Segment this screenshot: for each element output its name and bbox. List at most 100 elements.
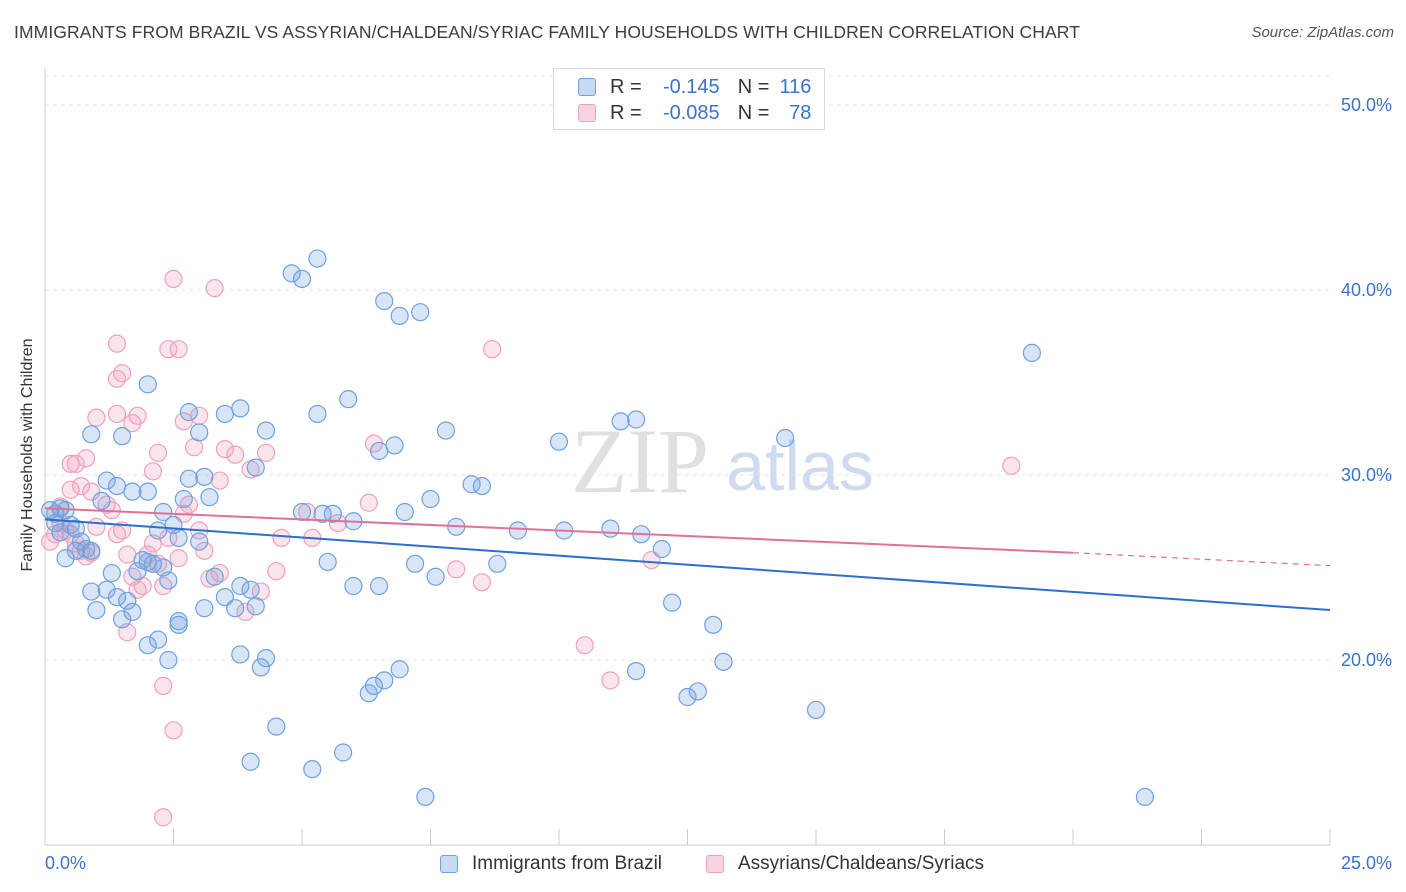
assyrian-point [143,462,163,481]
assyrian-point [87,408,106,427]
y-tick-label: 50.0% [1341,95,1392,115]
brazil-point [375,671,394,690]
assyrian-point [112,364,132,383]
assyrian-point [236,602,255,622]
assyrian-point [154,808,173,827]
brazil-point [370,441,389,461]
assyrian-point [205,279,224,298]
assyrian-point [226,445,245,464]
brazil-point [215,404,234,424]
gridlines [45,75,1330,661]
brazil-point [246,458,265,477]
brazil-point [159,650,178,670]
brazil-point [231,645,250,664]
brazil-point [405,554,425,573]
axes [44,68,1331,846]
brazil-point [169,615,188,634]
bottom-legend-swatch-brazil [440,855,458,873]
watermark-atlas: atlas [726,427,874,505]
brazil-point [107,587,127,607]
brazil-point [704,615,723,634]
legend-n-label: N = [737,75,770,98]
brazil-point [678,687,697,707]
assyrian-point [148,443,168,462]
brazil-point [123,602,142,622]
brazil-point [308,404,327,424]
legend-r-label: R = [610,75,642,98]
brazil-point [118,591,137,610]
brazil-point [390,306,409,325]
assyrian-point [71,477,91,496]
bottom-legend-label-assyrian: Assyrians/Chaldeans/Syriacs [738,853,985,874]
brazil-point [190,423,209,442]
brazil-point [308,249,327,268]
brazil-point [92,491,111,510]
assyrian-point [61,480,80,499]
brazil-point [652,539,671,559]
assyrian-point [195,541,214,560]
brazil-point [128,562,147,581]
bottom-legend-brazil: Immigrants from Brazil [440,852,662,876]
brazil-point [339,390,358,409]
brazil-point [87,600,106,620]
assyrian-point [82,482,101,501]
assyrian-point [256,443,276,462]
brazil-point [82,425,101,444]
brazil-point [370,576,389,596]
assyrian-point [169,549,188,568]
y-axis-label: Family Households with Children [19,338,36,572]
brazil-point [601,519,620,538]
brazil-point [97,580,116,599]
brazil-point [97,471,116,490]
brazil-point [611,412,630,431]
legend-r-label: R = [610,101,642,124]
assyrian-point [169,340,188,359]
legend-n-value-brazil: 116 [779,75,812,98]
trend-lines [44,507,1331,612]
brazil-point [102,563,121,583]
brazil-point [303,760,322,779]
brazil-trend-line [44,518,1331,612]
brazil-point [776,428,795,448]
x-tick-label-min: 0.0% [45,853,86,873]
assyrian-point [1002,456,1021,475]
assyrian-point [215,440,234,459]
assyrian-point [359,493,378,512]
brazil-point [488,554,507,573]
brazil-point [190,532,209,551]
brazil-point [318,552,337,572]
legend-n-value-assyrian: 78 [789,101,812,124]
brazil-point [241,580,260,599]
brazil-point [549,432,569,451]
assyrian-point [164,721,183,740]
brazil-point [626,410,646,429]
assyrian-point [138,545,157,564]
source-credit: Source: ZipAtlas.com [1251,24,1394,41]
bottom-legend-assyrian: Assyrians/Chaldeans/Syriacs [706,852,984,876]
brazil-point [148,630,168,649]
bottom-legend-label-brazil: Immigrants from Brazil [472,853,663,874]
brazil-point [241,752,260,771]
legend-swatch-brazil [578,78,596,96]
legend-row-assyrian: R = -0.085 N = 78 [578,100,811,126]
assyrian-point [66,454,85,473]
brazil-point [390,660,409,679]
assyrian-point [210,471,229,490]
brazil-point [1135,787,1155,807]
brazil-point [51,523,70,542]
assyrian-point [154,576,173,596]
brazil-point [472,477,491,496]
x-tick-label-max: 25.0% [1341,853,1392,873]
brazil-point [385,436,404,455]
y-tick-label: 20.0% [1341,650,1392,670]
assyrian-point [179,495,199,514]
brazil-point [82,582,101,601]
brazil-point [169,528,188,548]
assyrian-point [483,340,502,359]
assyrian-point [159,340,178,359]
brazil-point [436,421,456,440]
brazil-point [688,682,707,701]
brazil-point [416,787,435,807]
brazil-point [421,489,440,509]
